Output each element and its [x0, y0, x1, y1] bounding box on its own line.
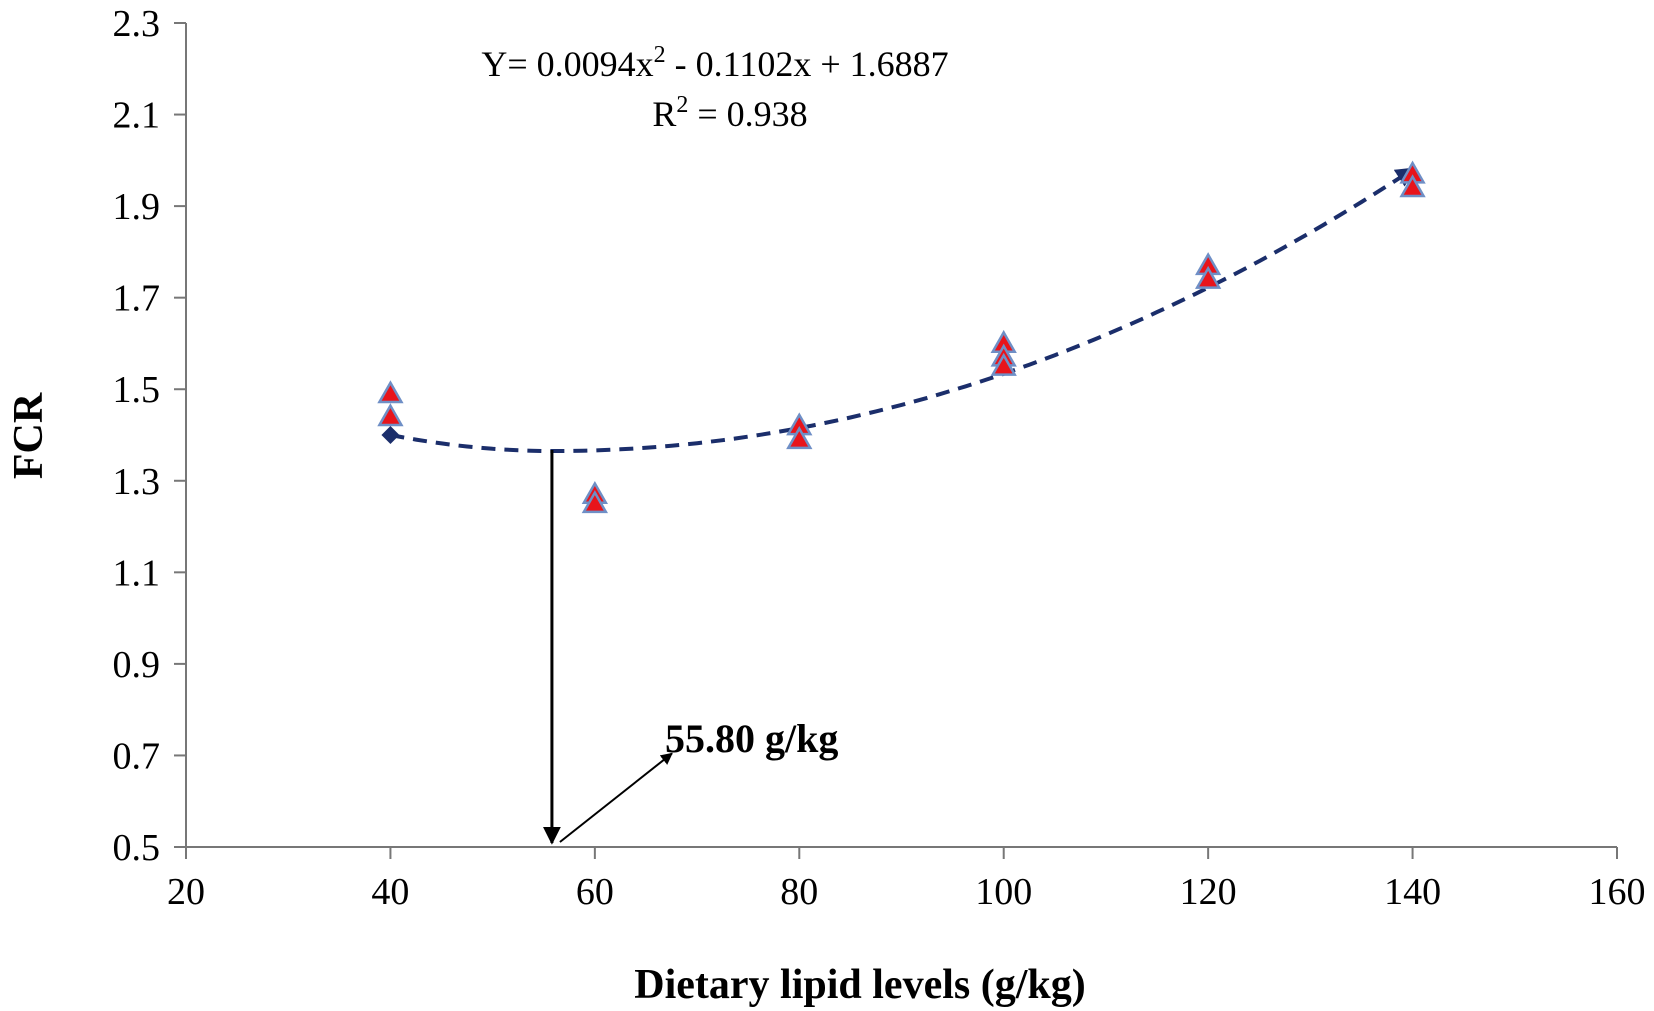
equation-main: Y= 0.0094x [481, 44, 653, 84]
y-tick-label: 2.1 [113, 95, 161, 137]
data-point-triangle [581, 490, 609, 514]
optimum-pointer-arrow [559, 752, 673, 843]
data-point-triangle [786, 426, 813, 450]
trendline [390, 167, 1416, 453]
data-point-triangle [1194, 265, 1222, 289]
x-tick-label: 40 [371, 871, 409, 913]
r-squared-text: R2 = 0.938 [652, 92, 807, 134]
y-tick-label: 2.3 [113, 3, 161, 45]
r2-main: R [652, 94, 676, 134]
y-tick-label: 0.7 [113, 735, 161, 777]
equation-rest: - 0.1102x + 1.6887 [666, 44, 949, 84]
y-tick-label: 0.5 [113, 827, 161, 869]
x-tick-label: 20 [167, 871, 205, 913]
y-axis-title: FCR [6, 392, 52, 479]
y-tick-label: 1.1 [113, 552, 161, 594]
x-tick-label: 60 [576, 871, 614, 913]
equation-sup: 2 [654, 42, 666, 68]
data-point-triangle [377, 403, 404, 427]
equation-text: Y= 0.0094x2 - 0.1102x + 1.6887 [481, 42, 948, 84]
x-tick-label: 100 [975, 871, 1032, 913]
data-point-triangle [377, 380, 404, 404]
optimum-label: 55.80 g/kg [665, 716, 838, 761]
x-tick-label: 120 [1180, 871, 1237, 913]
y-tick-label: 1.3 [113, 461, 161, 503]
data-points [377, 160, 1426, 514]
y-tick-label: 1.9 [113, 186, 161, 228]
y-tick-label: 1.7 [113, 278, 161, 320]
data-point-triangle [990, 352, 1017, 376]
x-axis-title: Dietary lipid levels (g/kg) [634, 962, 1085, 1008]
y-tick-label: 1.5 [113, 369, 161, 411]
r2-sup: 2 [676, 92, 688, 118]
x-tick-label: 140 [1384, 871, 1441, 913]
x-tick-label: 160 [1589, 871, 1646, 913]
x-ticks: 20 40 60 80 100 120 140 160 [167, 847, 1646, 913]
r2-rest: = 0.938 [688, 94, 807, 134]
x-tick-label: 80 [780, 871, 818, 913]
data-point-diamond [381, 426, 400, 444]
y-ticks: 0.5 0.7 0.9 1.1 1.3 1.5 1.7 1.9 2.1 2.3 [113, 3, 186, 869]
y-tick-label: 0.9 [113, 644, 161, 686]
data-point-triangle [1399, 174, 1426, 198]
